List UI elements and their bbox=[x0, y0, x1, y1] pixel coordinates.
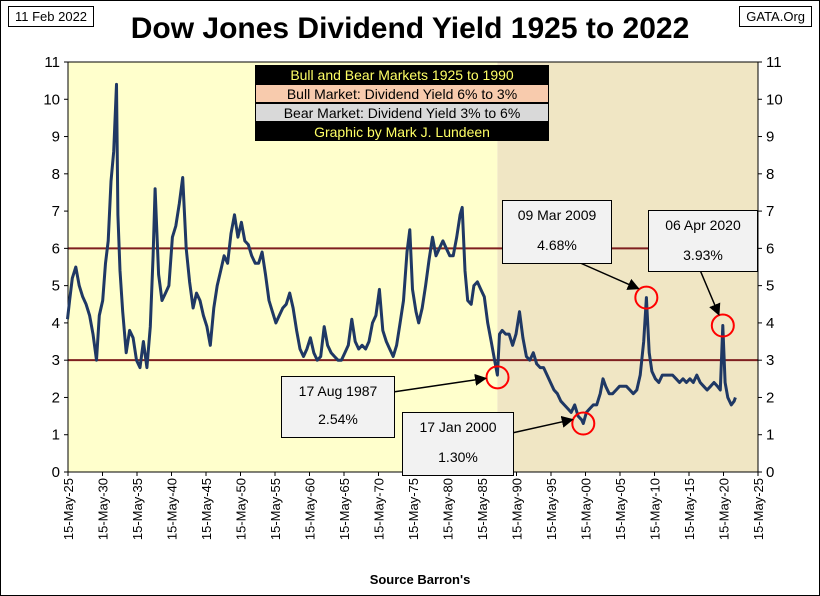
y-tick-label-right: 11 bbox=[766, 54, 782, 71]
highlight-2020-circle bbox=[710, 313, 735, 338]
x-tick-label: 15-May-65 bbox=[337, 478, 352, 540]
annotation-2009: 09 Mar 2009 4.68% bbox=[502, 200, 612, 264]
y-tick-label-right: 2 bbox=[766, 389, 774, 406]
x-tick-label: 15-May-30 bbox=[96, 478, 111, 540]
y-tick-label-right: 7 bbox=[766, 203, 774, 220]
annotation-2000-date: 17 Jan 2000 bbox=[419, 419, 497, 435]
x-tick-label: 15-May-20 bbox=[717, 478, 732, 540]
x-tick-label: 15-May-90 bbox=[510, 478, 525, 540]
y-tick-label-left: 2 bbox=[52, 389, 60, 406]
x-tick-label: 15-May-15 bbox=[682, 478, 697, 540]
x-tick-label: 15-May-45 bbox=[199, 478, 214, 540]
y-tick-label-right: 9 bbox=[766, 129, 774, 146]
annotation-2009-value: 4.68% bbox=[537, 237, 577, 253]
chart-title: Dow Jones Dividend Yield 1925 to 2022 bbox=[130, 12, 690, 45]
source-site-badge: GATA.Org bbox=[739, 6, 812, 27]
x-tick-label: 15-May-25 bbox=[61, 478, 76, 540]
x-tick-label: 15-May-50 bbox=[234, 478, 249, 540]
y-tick-label-right: 6 bbox=[766, 240, 774, 257]
y-tick-label-left: 9 bbox=[52, 129, 60, 146]
y-tick-label-left: 1 bbox=[52, 427, 60, 444]
y-tick-label-right: 4 bbox=[766, 315, 774, 332]
x-tick-label: 15-May-60 bbox=[303, 478, 318, 540]
x-tick-label: 15-May-35 bbox=[130, 478, 145, 540]
y-tick-label-right: 3 bbox=[766, 352, 774, 369]
y-tick-label-right: 1 bbox=[766, 427, 774, 444]
y-tick-label-left: 7 bbox=[52, 203, 60, 220]
arrow-2009 bbox=[577, 261, 640, 290]
y-tick-label-left: 3 bbox=[52, 352, 60, 369]
x-tick-label: 15-May-00 bbox=[579, 478, 594, 540]
dividend-yield-line bbox=[66, 82, 737, 425]
y-tick-label-left: 11 bbox=[44, 54, 60, 71]
date-badge: 11 Feb 2022 bbox=[8, 6, 95, 27]
annotation-1987-value: 2.54% bbox=[318, 411, 358, 427]
x-tick-label: 15-May-70 bbox=[372, 478, 387, 540]
y-tick-label-left: 6 bbox=[52, 240, 60, 257]
x-tick-label: 15-May-25 bbox=[751, 478, 766, 540]
x-tick-label: 15-May-05 bbox=[613, 478, 628, 540]
x-tick-label: 15-May-55 bbox=[268, 478, 283, 540]
legend-bull-market: Bull Market: Dividend Yield 6% to 3% bbox=[255, 84, 549, 103]
annotation-2009-date: 09 Mar 2009 bbox=[517, 207, 597, 223]
legend-credit: Graphic by Mark J. Lundeen bbox=[255, 122, 549, 141]
y-tick-label-left: 0 bbox=[52, 464, 60, 481]
annotation-2000: 17 Jan 2000 1.30% bbox=[402, 412, 514, 476]
x-tick-label: 15-May-95 bbox=[544, 478, 559, 540]
y-tick-label-left: 4 bbox=[52, 315, 60, 332]
x-tick-label: 15-May-10 bbox=[648, 478, 663, 540]
y-tick-label-left: 8 bbox=[52, 166, 60, 183]
annotation-2000-value: 1.30% bbox=[438, 449, 478, 465]
legend-bear-market: Bear Market: Dividend Yield 3% to 6% bbox=[255, 103, 549, 122]
x-axis-source-label: Source Barron's bbox=[369, 572, 471, 587]
y-tick-label-right: 10 bbox=[766, 91, 783, 108]
annotation-2020-date: 06 Apr 2020 bbox=[665, 217, 741, 233]
annotation-1987: 17 Aug 1987 2.54% bbox=[281, 376, 395, 438]
arrow-1987 bbox=[392, 373, 488, 393]
legend-title: Bull and Bear Markets 1925 to 1990 bbox=[255, 65, 549, 84]
arrow-2020 bbox=[699, 269, 721, 316]
y-tick-label-left: 10 bbox=[43, 91, 60, 108]
highlight-2009-circle bbox=[634, 285, 659, 310]
annotation-1987-date: 17 Aug 1987 bbox=[298, 383, 378, 399]
y-tick-label-right: 5 bbox=[766, 278, 774, 295]
x-tick-label: 15-May-75 bbox=[406, 478, 421, 540]
annotation-2020: 06 Apr 2020 3.93% bbox=[648, 210, 758, 272]
x-tick-label: 15-May-80 bbox=[441, 478, 456, 540]
x-tick-label: 15-May-40 bbox=[165, 478, 180, 540]
y-tick-label-left: 5 bbox=[52, 278, 60, 295]
y-tick-label-right: 0 bbox=[766, 464, 774, 481]
x-tick-label: 15-May-85 bbox=[475, 478, 490, 540]
y-tick-label-right: 8 bbox=[766, 166, 774, 183]
arrow-2000 bbox=[511, 415, 574, 434]
annotation-2020-value: 3.93% bbox=[683, 247, 723, 263]
